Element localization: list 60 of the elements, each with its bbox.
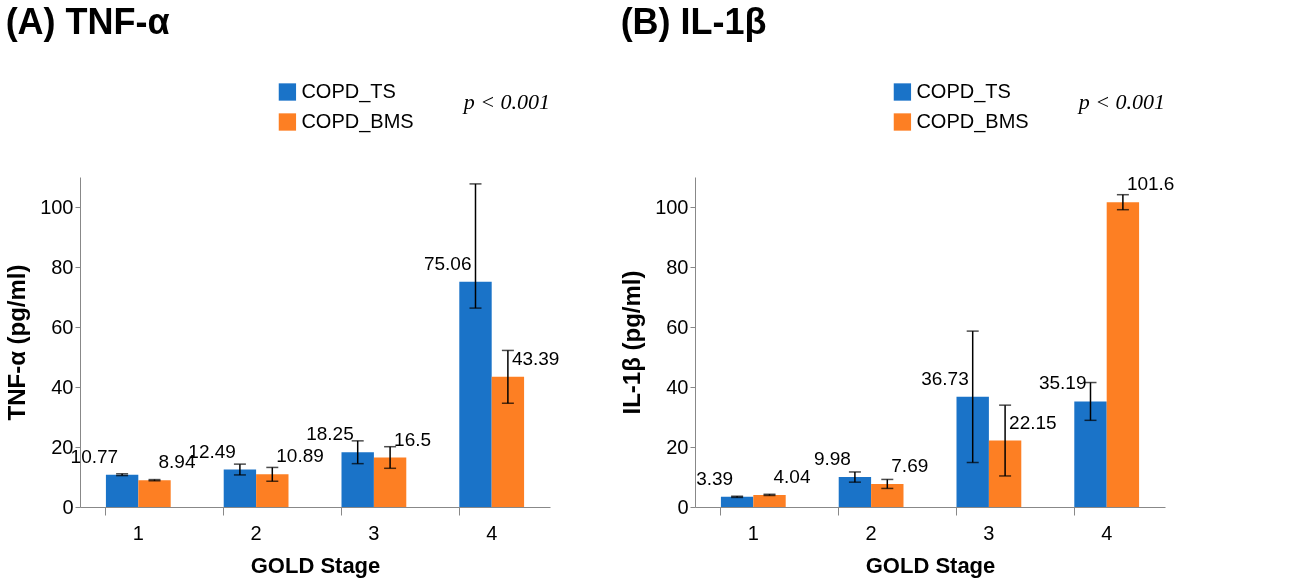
y-axis-title: TNF-α (pg/ml)	[3, 264, 31, 421]
data-label: 9.98	[813, 448, 851, 470]
bar	[373, 457, 407, 507]
data-label: 35.19	[1038, 372, 1087, 394]
legend-label: COPD_BMS	[916, 110, 1029, 133]
data-label: 7.69	[891, 454, 929, 476]
bar	[223, 469, 257, 507]
x-axis-title: GOLD Stage	[865, 552, 996, 578]
y-tick-label: 40	[666, 375, 689, 398]
y-tick-label: 60	[666, 315, 689, 338]
y-tick-label: 40	[51, 375, 74, 398]
text: p < 0.001	[1076, 89, 1165, 114]
data-label: 10.89	[276, 445, 324, 467]
x-tick-label: 2	[865, 521, 877, 544]
x-tick-label: 3	[983, 521, 995, 544]
y-axis-title: IL-1β (pg/ml)	[618, 270, 646, 415]
legend-label: COPD_BMS	[301, 110, 414, 133]
y-tick-label: 0	[62, 495, 74, 518]
bar	[256, 474, 289, 507]
data-label: 75.06	[423, 252, 472, 274]
bar	[720, 496, 754, 507]
y-tick-label: 80	[666, 255, 689, 278]
chart-title: (B) IL-1β	[620, 1, 767, 42]
x-tick-label: 4	[486, 521, 498, 544]
bar	[753, 494, 786, 507]
bar	[105, 474, 139, 507]
y-tick-label: 20	[666, 435, 689, 458]
x-tick-label: 1	[132, 521, 144, 544]
y-tick-label: 80	[51, 255, 74, 278]
data-label: 22.15	[1009, 411, 1057, 433]
y-tick-label: 100	[40, 195, 74, 218]
bar	[838, 477, 872, 507]
x-tick-label: 3	[368, 521, 380, 544]
bar	[341, 452, 374, 507]
y-tick-label: 100	[655, 195, 689, 218]
y-tick-label: 60	[51, 315, 74, 338]
chart-title: (A) TNF-α	[5, 1, 170, 42]
bar	[1074, 401, 1107, 507]
x-axis-title: GOLD Stage	[250, 552, 381, 578]
data-label: 101.6	[1126, 173, 1175, 195]
bar	[956, 396, 989, 507]
data-label: 3.39	[696, 467, 734, 489]
bar	[1106, 202, 1140, 507]
data-label: 36.73	[921, 367, 969, 389]
data-label: 18.25	[306, 423, 354, 445]
data-label: 16.5	[394, 428, 432, 450]
data-label: 4.04	[773, 465, 811, 487]
bar	[491, 376, 525, 507]
legend-label: COPD_TS	[916, 80, 1011, 103]
bar	[138, 480, 171, 507]
y-tick-label: 0	[677, 495, 689, 518]
x-tick-label: 4	[1101, 521, 1113, 544]
legend-label: COPD_TS	[301, 80, 396, 103]
text: p < 0.001	[461, 89, 550, 114]
x-tick-label: 2	[250, 521, 262, 544]
data-label: 43.39	[511, 347, 560, 369]
bar	[988, 440, 1022, 507]
x-tick-label: 1	[747, 521, 759, 544]
bar	[459, 281, 492, 507]
bar	[871, 483, 904, 507]
